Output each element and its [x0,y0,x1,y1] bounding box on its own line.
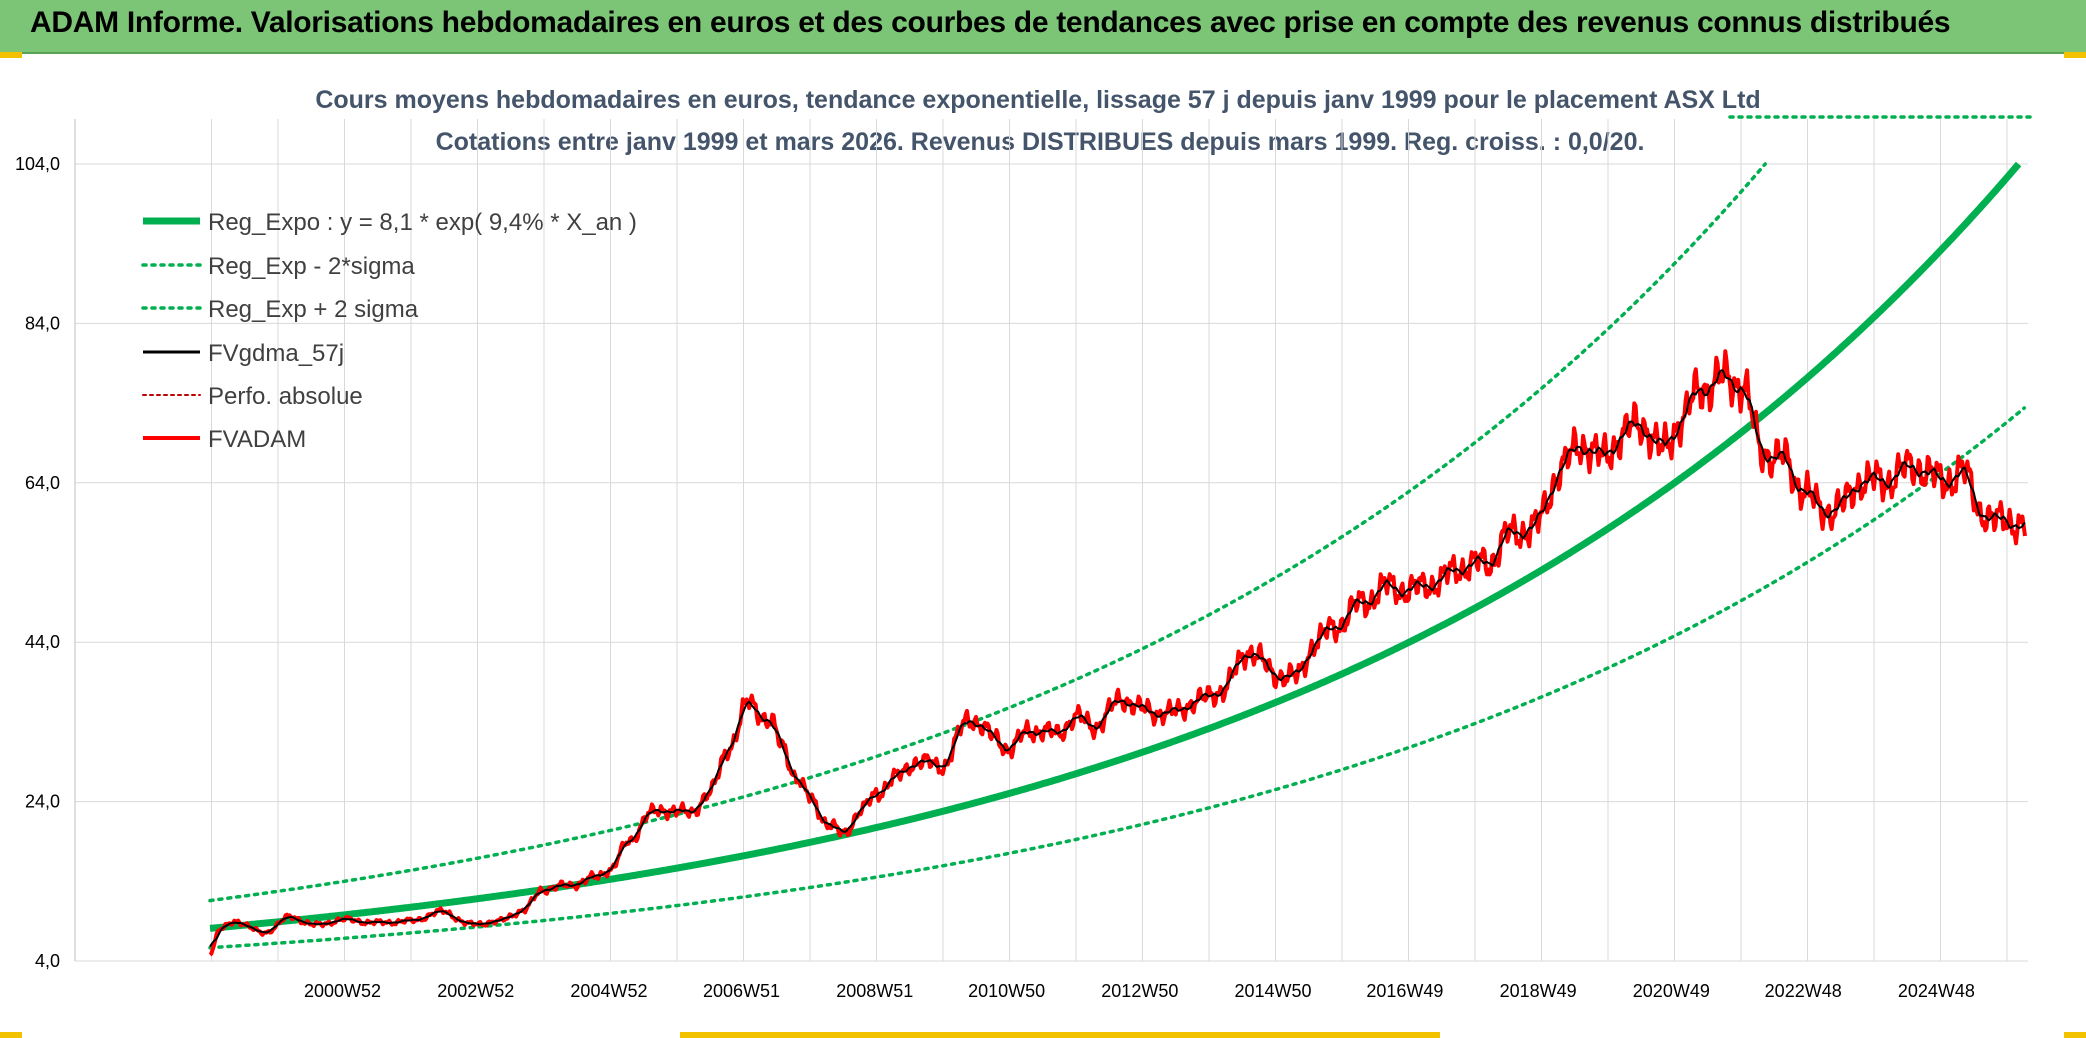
legend-moving-average-label: FVgdma_57j [208,340,344,367]
x-tick-label: 2022W48 [1765,981,1842,1001]
chart-title-line2: Cotations entre janv 1999 et mars 2026. … [436,128,1645,156]
y-tick-label: 24,0 [25,792,60,812]
x-tick-label: 2018W49 [1500,981,1577,1001]
price-line [208,349,2027,957]
trend-line [209,161,2022,932]
y-tick-label: 44,0 [25,632,60,652]
legend-absolute-perf-label: Perfo. absolue [208,383,363,410]
gridlines [75,119,2028,962]
accent-bottom-left [0,1032,22,1038]
accent-bottom-mid [680,1032,1440,1038]
y-tick-label: 104,0 [15,154,60,174]
report-title: ADAM Informe. Valorisations hebdomadaire… [30,6,1951,39]
accent-corner-right [2064,52,2086,58]
x-tick-label: 2012W50 [1101,981,1178,1001]
x-tick-label: 2006W51 [703,981,780,1001]
accent-corner-left [0,52,22,58]
x-tick-label: 2020W49 [1633,981,1710,1001]
legend-trend-label: Reg_Expo : y = 8,1 * exp( 9,4% * X_an ) [208,209,637,236]
legend-band-upper-label: Reg_Exp + 2 sigma [208,296,419,323]
y-tick-label: 4,0 [35,951,60,971]
y-tick-label: 84,0 [25,313,60,333]
x-tick-label: 2010W50 [968,981,1045,1001]
axes: 4,0 24,0 44,0 64,0 84,0 104,0 2000W52 2002W52 20… [15,119,1975,1001]
legend-band-lower-label: Reg_Exp - 2*sigma [208,253,415,280]
x-tick-label: 2002W52 [437,981,514,1001]
band-lower-line [208,406,2027,950]
report-header: ADAM Informe. Valorisations hebdomadaire… [0,0,2086,54]
x-tick-label: 2024W48 [1898,981,1975,1001]
accent-bottom-right [2064,1032,2086,1038]
legend: Reg_Expo : y = 8,1 * exp( 9,4% * X_an ) R… [141,209,637,453]
x-tick-label: 2014W50 [1234,981,1311,1001]
x-tick-label: 2004W52 [570,981,647,1001]
price-trend-chart: Cours moyens hebdomadaires en euros, ten… [15,86,2032,1001]
legend-price-label: FVADAM [208,426,306,453]
x-tick-label: 2000W52 [304,981,381,1001]
x-tick-label: 2008W51 [836,981,913,1001]
y-tick-label: 64,0 [25,473,60,493]
series-group [208,161,2027,957]
chart-title-line1: Cours moyens hebdomadaires en euros, ten… [315,86,1760,114]
band-upper-line [208,162,1767,903]
moving-average-line [209,369,2026,948]
x-tick-label: 2016W49 [1366,981,1443,1001]
